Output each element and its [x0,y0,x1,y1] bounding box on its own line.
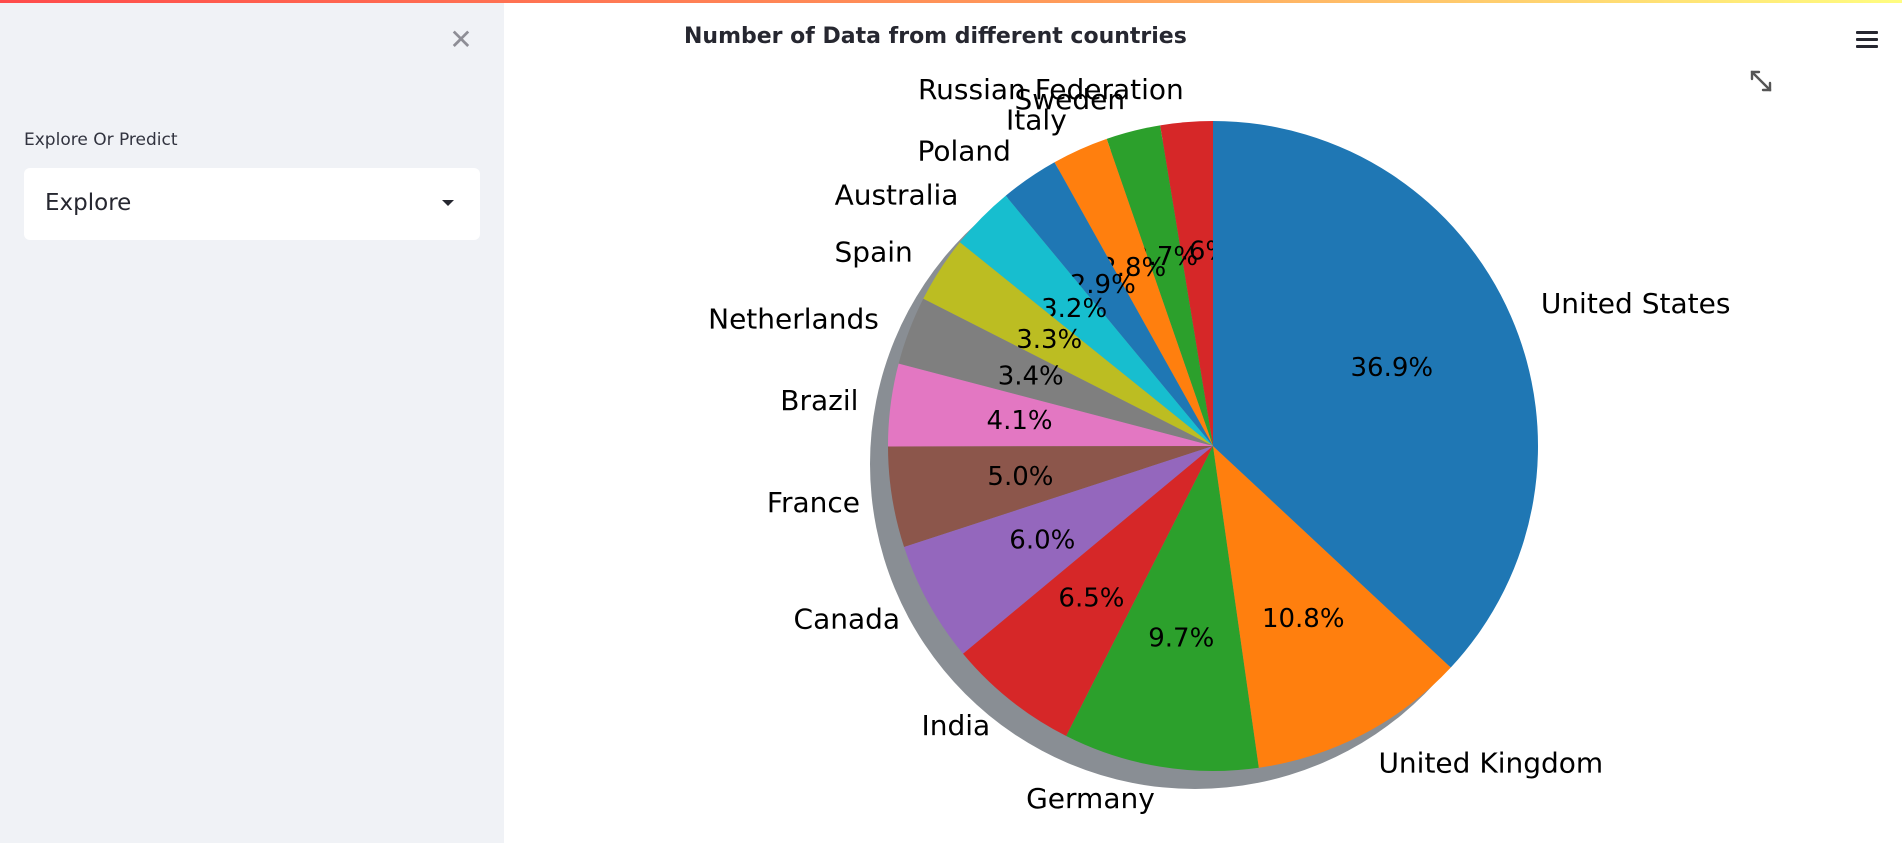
pie-category-label: Germany [1026,782,1155,815]
pie-percent-label: 3.4% [998,362,1064,392]
pie-percent-label: 3.3% [1016,325,1082,355]
pie-slice-sweden [1106,125,1213,446]
pie-slice-spain [923,242,1213,446]
pie-percent-label: 10.8% [1262,604,1345,634]
pie-slice-france [888,446,1213,548]
fullscreen-expand-icon[interactable] [1746,66,1776,96]
pie-category-label: Spain [835,235,913,268]
pie-slice-italy [1054,138,1213,446]
pie-slice-india [963,446,1213,736]
select-value: Explore [45,190,132,216]
pie-category-label: Sweden [1014,83,1125,116]
pie-slice-russian-federation [1160,121,1213,446]
pie-category-label: United Kingdom [1378,746,1603,779]
pie-percent-label: 6.0% [1009,525,1075,555]
hamburger-menu-icon[interactable] [1852,24,1882,54]
pie-percent-label: 9.7% [1148,623,1214,653]
pie-category-label: India [921,709,990,742]
explore-predict-select[interactable]: Explore [24,168,480,240]
top-decoration-bar [0,0,1902,3]
pie-slice-australia [959,195,1213,446]
pie-category-label: Canada [794,602,901,635]
pie-category-label: Netherlands [708,302,879,335]
pie-category-label: Poland [917,135,1010,168]
pie-slice-poland [1005,162,1213,446]
select-label: Explore Or Predict [24,130,178,150]
pie-category-label: France [767,486,860,519]
pie-percent-label: 4.1% [987,406,1053,436]
pie-slice-netherlands [898,298,1213,446]
pie-percent-label: 36.9% [1351,353,1434,383]
pie-percent-label: 5.0% [987,462,1053,492]
pie-slice-canada [904,446,1213,654]
close-icon[interactable]: ✕ [449,23,473,56]
pie-category-label: Australia [835,179,959,212]
sidebar: ✕ Explore Or Predict Explore [0,3,504,843]
pie-category-label: Russian Federation [918,73,1184,106]
pie-category-label: Italy [1006,103,1067,136]
pie-percent-label: 6.5% [1058,583,1124,613]
pie-slice-germany [1066,446,1259,771]
pie-slice-united-states [1213,121,1539,668]
pie-slice-united-kingdom [1213,446,1451,768]
chevron-down-icon [442,200,454,206]
pie-category-label: Brazil [780,384,858,417]
pie-category-label: United States [1541,287,1731,320]
pie-slice-brazil [888,363,1213,447]
chart-title: Number of Data from different countries [684,24,1187,49]
